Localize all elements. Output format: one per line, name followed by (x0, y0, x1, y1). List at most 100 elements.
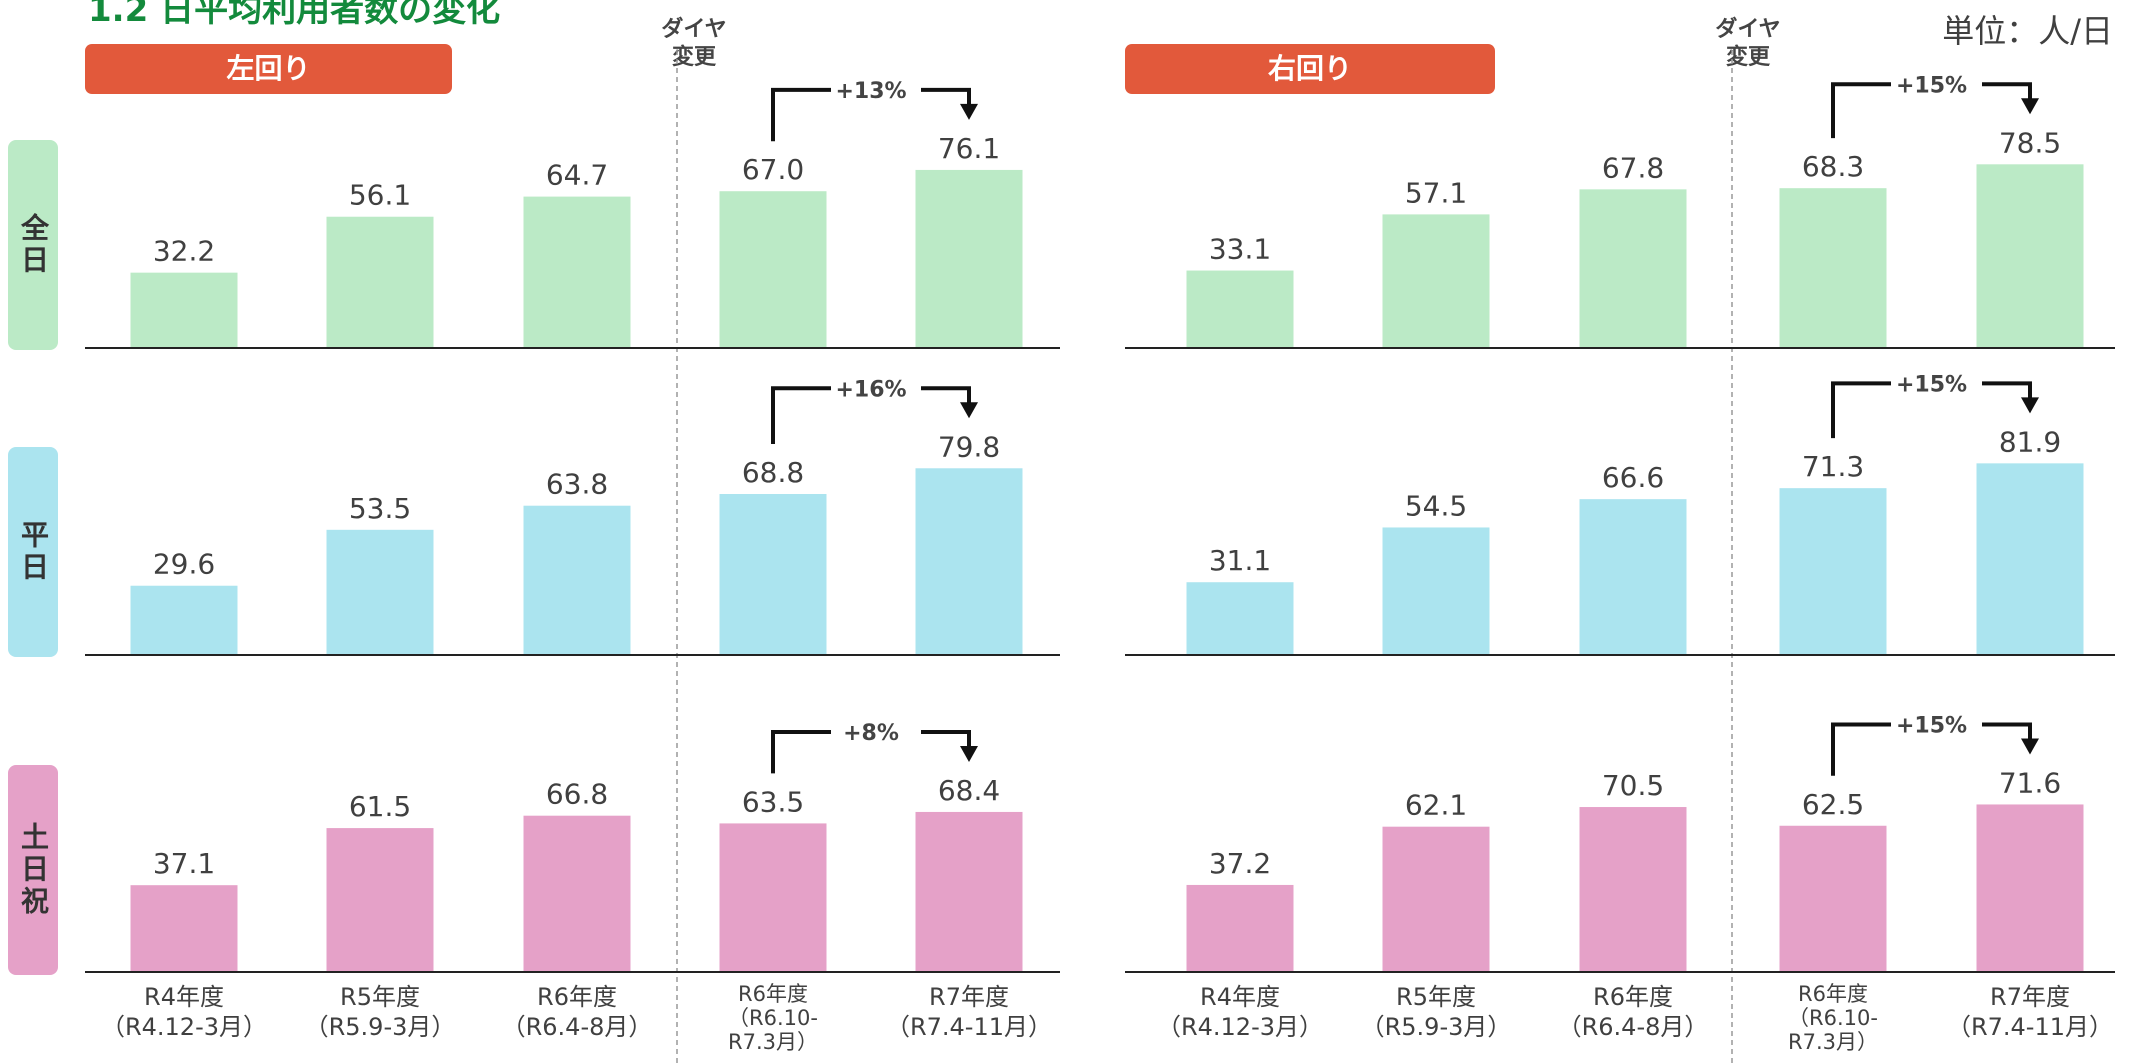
data-label: 62.5 (1802, 788, 1864, 821)
data-label: 78.5 (1999, 126, 2061, 159)
unit-label: 単位：人/日 (1942, 12, 2113, 50)
page-title: 1.2 日平均利用者数の変化 (88, 0, 501, 30)
category-label-line1: R6年度 (537, 983, 617, 1011)
category-label: R4年度 （R4.12-3月） (84, 982, 284, 1042)
bar-平日-0 (1186, 582, 1294, 655)
category-label-line1: R5年度 (340, 983, 420, 1011)
direction-label-left: 左回り (85, 44, 452, 94)
category-label-line2: （R6.10- R7.3月） (1788, 1006, 1878, 1054)
category-label: R6年度 （R6.4-8月） (477, 982, 677, 1042)
dia-change-label-left: ダイヤ 変更 (654, 16, 734, 72)
bar-土日祝-3 (719, 823, 827, 972)
category-label: R6年度 （R6.10- R7.3月） (1733, 982, 1933, 1054)
category-label-line2: （R5.9-3月） (1360, 1013, 1512, 1041)
data-label: 67.8 (1602, 151, 1664, 184)
category-label-line2: （R5.9-3月） (304, 1013, 456, 1041)
bar-平日-2 (523, 505, 631, 655)
change-arrow-head (2021, 738, 2039, 755)
change-bracket-right (1982, 381, 2032, 400)
data-label: 32.2 (153, 235, 215, 268)
change-bracket-right (921, 87, 971, 106)
category-label: R7年度 （R7.4-11月） (869, 982, 1069, 1042)
bar-平日-1 (326, 529, 434, 655)
change-bracket-left (1831, 722, 1891, 776)
bar-土日祝-4 (1976, 804, 2084, 972)
row-tab-weekday: 平日 (8, 447, 58, 657)
data-label: 66.8 (546, 778, 608, 811)
change-percent-label: +16% (835, 377, 906, 402)
category-label-line2: （R7.4-11月） (885, 1013, 1053, 1041)
category-label-line1: R5年度 (1396, 983, 1476, 1011)
change-arrow-head (960, 745, 978, 762)
data-label: 68.3 (1802, 150, 1864, 183)
data-label: 53.5 (349, 492, 411, 525)
change-arrow-head (960, 402, 978, 419)
change-percent-label: +13% (835, 79, 906, 104)
data-label: 63.8 (546, 468, 608, 501)
change-percent-label: +15% (1896, 73, 1967, 98)
data-label: 67.0 (742, 153, 804, 186)
row-tab-holiday-label: 土日祝 (17, 822, 50, 918)
bar-土日祝-2 (1579, 807, 1687, 972)
bar-全日-1 (1382, 214, 1490, 348)
change-bracket-right (921, 386, 971, 405)
data-label: 68.8 (742, 456, 804, 489)
data-label: 29.6 (153, 548, 215, 581)
data-label: 79.8 (938, 430, 1000, 463)
category-label-line1: R7年度 (1990, 983, 2070, 1011)
bar-全日-2 (1579, 189, 1687, 348)
row-tab-all-days: 全日 (8, 140, 58, 350)
category-label-line1: R7年度 (929, 983, 1009, 1011)
bar-全日-3 (1779, 188, 1887, 348)
data-label: 81.9 (1999, 425, 2061, 458)
data-label: 71.6 (1999, 766, 2061, 799)
change-percent-label: +8% (843, 721, 899, 746)
bar-全日-2 (523, 196, 631, 348)
category-label: R6年度 （R6.4-8月） (1533, 982, 1733, 1042)
category-label: R7年度 （R7.4-11月） (1930, 982, 2130, 1042)
change-bracket-left (771, 386, 831, 445)
dia-change-label-line: ダイヤ (1715, 17, 1781, 42)
data-label: 37.2 (1209, 847, 1271, 880)
change-arrow-head (960, 103, 978, 120)
bar-土日祝-3 (1779, 825, 1887, 972)
category-label-line2: （R6.4-8月） (1557, 1013, 1709, 1041)
change-bracket-left (771, 87, 831, 142)
bar-全日-3 (719, 191, 827, 348)
dia-change-label-line: 変更 (671, 45, 716, 70)
category-label-line2: （R4.12-3月） (1156, 1013, 1324, 1041)
bar-土日祝-0 (130, 885, 238, 972)
dia-change-label-right: ダイヤ 変更 (1708, 16, 1788, 72)
bar-土日祝-0 (1186, 884, 1294, 972)
change-bracket-right (1982, 82, 2032, 101)
category-label: R4年度 （R4.12-3月） (1140, 982, 1340, 1042)
data-label: 61.5 (349, 790, 411, 823)
category-label: R5年度 （R5.9-3月） (280, 982, 480, 1042)
dia-change-label-line: ダイヤ (661, 17, 727, 42)
bar-全日-0 (1186, 270, 1294, 348)
data-label: 54.5 (1405, 489, 1467, 522)
data-label: 57.1 (1405, 176, 1467, 209)
bar-土日祝-4 (915, 811, 1023, 972)
bar-平日-0 (130, 585, 238, 655)
category-label-line1: R6年度 (1593, 983, 1673, 1011)
bar-土日祝-2 (523, 815, 631, 972)
data-label: 66.6 (1602, 461, 1664, 494)
category-label-line2: （R7.4-11月） (1946, 1013, 2114, 1041)
data-label: 76.1 (938, 132, 1000, 165)
change-arrow-head (2021, 397, 2039, 414)
change-bracket-right (921, 729, 971, 748)
category-label-line1: R4年度 (144, 983, 224, 1011)
bar-平日-1 (1382, 527, 1490, 655)
change-bracket-left (1831, 82, 1891, 139)
data-label: 71.3 (1802, 450, 1864, 483)
category-label-line1: R6年度 (1798, 982, 1868, 1006)
change-percent-label: +15% (1896, 372, 1967, 397)
category-label: R5年度 （R5.9-3月） (1336, 982, 1536, 1042)
change-percent-label: +15% (1896, 713, 1967, 738)
bar-全日-4 (915, 169, 1023, 348)
bar-土日祝-1 (326, 828, 434, 972)
bar-平日-2 (1579, 499, 1687, 655)
data-label: 64.7 (546, 159, 608, 192)
